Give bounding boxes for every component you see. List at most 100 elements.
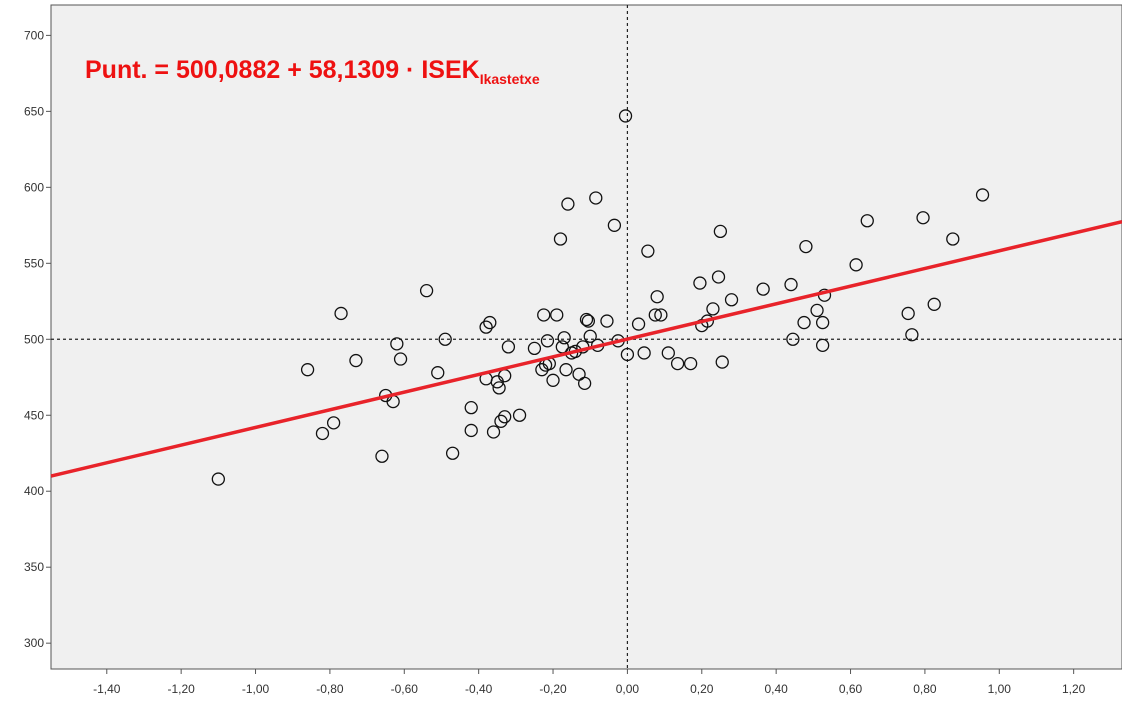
data-point — [561, 197, 575, 211]
y-tick-label: 400 — [24, 484, 44, 498]
data-points — [211, 109, 990, 486]
data-point — [618, 109, 633, 123]
x-axis: -1,40 -1,20 -1,00 -0,80 -0,60 -0,40 -0,20 0,00 0… — [93, 669, 1086, 696]
data-point — [557, 331, 571, 345]
data-point — [756, 282, 770, 296]
data-point — [607, 218, 622, 232]
data-point — [479, 320, 493, 334]
data-point — [498, 410, 512, 424]
data-point — [724, 293, 739, 307]
data-point — [445, 446, 460, 460]
y-axis: 300 350 400 450 500 550 600 650 700 — [24, 28, 51, 650]
data-point — [390, 337, 404, 351]
data-point — [419, 284, 434, 298]
data-point — [546, 373, 560, 387]
data-point — [693, 276, 707, 290]
x-tick-label: 1,00 — [988, 682, 1012, 696]
data-point — [683, 356, 698, 371]
data-point — [559, 363, 573, 377]
data-point — [211, 472, 225, 486]
data-point — [438, 332, 452, 346]
data-point — [550, 308, 564, 322]
data-point — [661, 346, 675, 360]
data-point — [654, 308, 668, 322]
x-tick-label: -0,60 — [391, 682, 419, 696]
data-point — [975, 188, 990, 202]
x-tick-label: 1,20 — [1062, 682, 1086, 696]
data-point — [431, 366, 445, 380]
data-point — [946, 232, 960, 246]
data-point — [375, 449, 389, 463]
data-point — [577, 376, 592, 390]
x-tick-label: -0,40 — [465, 682, 493, 696]
y-tick-label: 600 — [24, 180, 44, 194]
data-point — [797, 315, 811, 330]
data-point — [670, 356, 685, 371]
data-point — [916, 211, 930, 225]
data-point — [540, 334, 555, 348]
data-point — [589, 191, 603, 205]
data-point — [581, 314, 596, 328]
x-tick-label: -1,40 — [93, 682, 121, 696]
data-point — [537, 308, 551, 322]
y-tick-label: 500 — [24, 332, 44, 346]
regression-line — [50, 219, 1122, 478]
data-point — [486, 425, 501, 439]
y-tick-label: 700 — [24, 28, 44, 42]
data-point — [494, 414, 508, 428]
data-point — [648, 308, 662, 322]
data-point — [901, 306, 915, 321]
reference-lines — [51, 5, 1122, 669]
x-tick-label: -0,20 — [539, 682, 567, 696]
data-point — [464, 423, 478, 438]
data-point — [810, 303, 824, 318]
data-point — [334, 306, 348, 321]
data-point — [492, 381, 506, 395]
data-point — [905, 328, 919, 342]
x-tick-label: 0,40 — [764, 682, 788, 696]
data-point — [815, 315, 830, 330]
data-point — [512, 408, 527, 422]
data-point — [393, 352, 408, 366]
y-tick-label: 300 — [24, 636, 44, 650]
equation-subscript: Ikastetxe — [480, 71, 540, 87]
data-point — [464, 401, 478, 415]
x-tick-label: -0,80 — [316, 682, 344, 696]
data-point — [579, 312, 594, 327]
regression-equation: Punt. = 500,0882 + 58,1309 · ISEKIkastet… — [85, 56, 540, 87]
y-tick-label: 450 — [24, 408, 44, 422]
data-point — [553, 232, 568, 246]
data-point — [711, 270, 726, 284]
data-point — [583, 329, 597, 343]
equation-main: Punt. = 500,0882 + 58,1309 · ISEK — [85, 56, 480, 84]
data-point — [786, 332, 800, 346]
plot-background — [50, 4, 1122, 670]
data-point — [527, 341, 542, 356]
data-point — [927, 297, 941, 311]
x-tick-label: 0,60 — [839, 682, 863, 696]
data-point — [650, 290, 664, 304]
data-point — [300, 363, 315, 377]
y-tick-label: 550 — [24, 256, 44, 270]
x-tick-label: 0,20 — [690, 682, 714, 696]
x-tick-label: -1,00 — [242, 682, 270, 696]
data-point — [713, 224, 728, 239]
x-tick-label: 0,80 — [913, 682, 937, 696]
data-point — [483, 315, 497, 330]
y-tick-label: 350 — [24, 560, 44, 574]
data-point — [715, 355, 729, 369]
data-point — [600, 314, 614, 328]
data-point — [784, 277, 798, 292]
data-point — [815, 338, 830, 353]
data-point — [315, 426, 330, 441]
data-point — [637, 346, 651, 360]
data-point — [706, 302, 720, 316]
data-point — [799, 239, 813, 254]
data-point — [326, 416, 341, 430]
data-point — [641, 244, 655, 258]
data-point — [501, 340, 516, 354]
data-point — [860, 214, 874, 228]
data-point — [349, 353, 363, 368]
data-point — [620, 347, 635, 362]
